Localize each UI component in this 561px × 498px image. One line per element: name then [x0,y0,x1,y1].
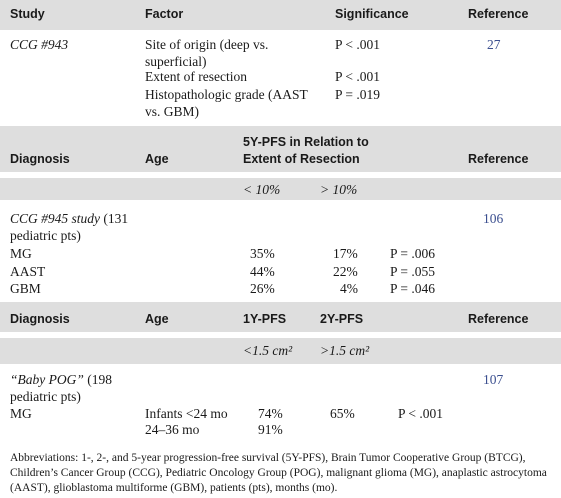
diagnosis-cell: AAST [10,264,46,279]
pfs-1y-cell: 74% [258,406,283,421]
reference-cell: 107 [483,372,504,387]
p-value-cell: P = .055 [390,264,435,279]
significance-cell: P = .019 [335,87,380,102]
header-age: Age [145,152,169,166]
pfs-gt10-cell: 4% [340,281,358,296]
pfs-gt10-cell: 17% [333,246,358,261]
pfs-lt10-cell: 44% [250,264,275,279]
pfs-2y-cell: 65% [330,406,355,421]
p-value-cell: P = .006 [390,246,435,261]
header-pfs-line2: Extent of Resection [243,152,360,166]
header-age: Age [145,312,169,326]
study-name-italic: CCG #945 study [10,211,101,226]
header-study: Study [10,7,45,21]
section2-header-band [0,126,561,172]
factor-cell: Site of origin (deep vs. superficial) [145,37,269,69]
p-value-cell: P < .001 [398,406,443,421]
study-name-rest: (198 pediatric pts) [10,372,112,404]
diagnosis-cell: MG [10,246,32,261]
study-name-rest: (131 pediatric pts) [10,211,129,243]
factor-cell: Histopathologic grade (AAST vs. GBM) [145,87,308,119]
diagnosis-cell: GBM [10,281,41,296]
header-reference: Reference [468,7,529,21]
header-factor: Factor [145,7,184,21]
study-name-italic: “Baby POG” [10,372,84,387]
header-reference: Reference [468,312,529,326]
pfs-gt10-cell: 22% [333,264,358,279]
header-reference: Reference [468,152,529,166]
subheader-small-tumor: <1.5 cm² [243,343,293,358]
section1-header-band [0,0,561,30]
p-value-cell: P = .046 [390,281,435,296]
study-name: “Baby POG” (198 pediatric pts) [10,371,120,405]
significance-cell: P < .001 [335,69,380,84]
header-pfs-line1: 5Y-PFS in Relation to [243,135,369,149]
abbreviations-footnote: Abbreviations: 1-, 2-, and 5-year progre… [10,452,547,494]
header-diagnosis: Diagnosis [10,312,70,326]
age-cell: Infants <24 mo [145,406,228,421]
section3-subheader-band [0,338,561,364]
factor-cell: Extent of resection [145,69,247,84]
diagnosis-cell: MG [10,406,32,421]
header-1y-pfs: 1Y-PFS [243,312,287,326]
significance-cell: P < .001 [335,37,380,52]
reference-cell: 27 [487,37,501,52]
subheader-large-tumor: >1.5 cm² [320,343,370,358]
header-significance: Significance [335,7,409,21]
study-name: CCG #943 [10,37,69,52]
section2-subheader-band [0,178,561,200]
pfs-lt10-cell: 35% [250,246,275,261]
age-cell: 24–36 mo [145,422,200,437]
reference-cell: 106 [483,211,504,226]
subheader-gt10: > 10% [320,182,358,197]
subheader-lt10: < 10% [243,182,281,197]
header-2y-pfs: 2Y-PFS [320,312,364,326]
pfs-lt10-cell: 26% [250,281,275,296]
pfs-1y-cell: 91% [258,422,283,437]
header-diagnosis: Diagnosis [10,152,70,166]
study-name: CCG #945 study (131 pediatric pts) [10,210,150,244]
section3-header-band [0,302,561,332]
